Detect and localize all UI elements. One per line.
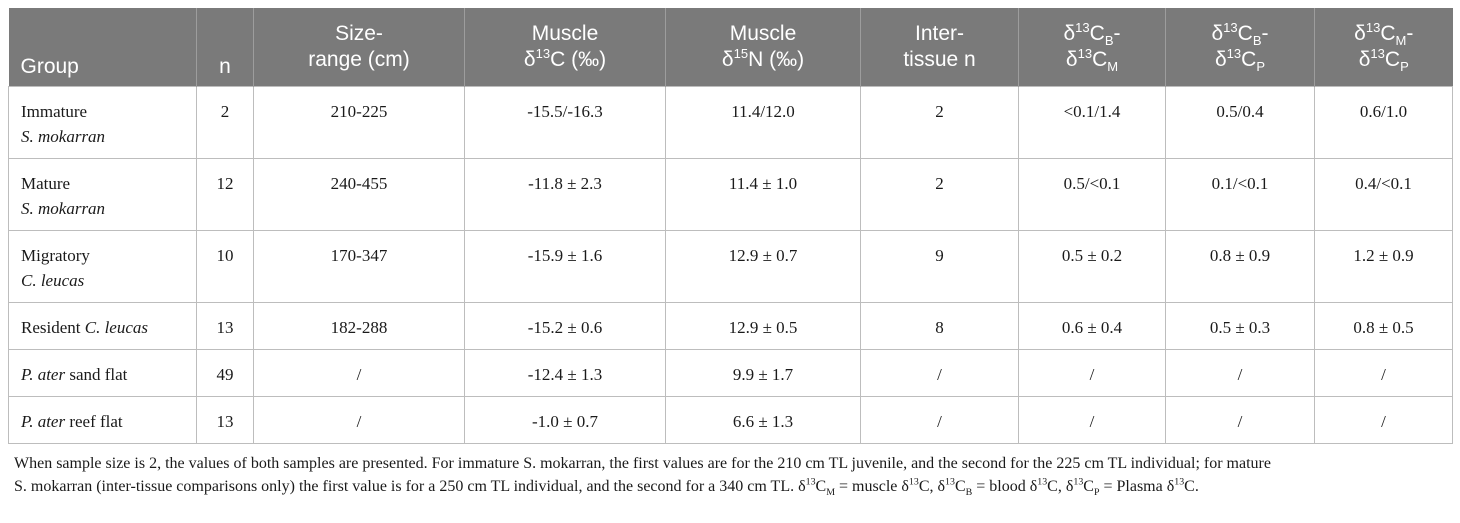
- header-muscle-n15: Muscle δ15N (‰): [665, 8, 861, 87]
- cell-inter-n: 2: [860, 158, 1019, 231]
- table-row: P. ater sand flat 49 / -12.4 ± 1.3 9.9 ±…: [8, 349, 1453, 397]
- cell-b-p: 0.5 ± 0.3: [1165, 302, 1315, 350]
- cell-group: P. ater sand flat: [8, 349, 197, 397]
- cell-group: Mature S. mokarran: [8, 158, 197, 231]
- table-row: Mature S. mokarran 12 240-455 -11.8 ± 2.3…: [8, 158, 1453, 231]
- cell-size: 240-455: [253, 158, 465, 231]
- cell-size: /: [253, 349, 465, 397]
- header-n: n: [196, 8, 254, 87]
- cell-c13: -15.9 ± 1.6: [464, 230, 666, 303]
- cell-b-p: 0.5/0.4: [1165, 86, 1315, 159]
- header-b-minus-p: δ13CB-δ13CP: [1165, 8, 1315, 87]
- cell-b-m: 0.5 ± 0.2: [1018, 230, 1166, 303]
- cell-inter-n: 2: [860, 86, 1019, 159]
- cell-m-p: 0.4/<0.1: [1314, 158, 1453, 231]
- cell-b-p: /: [1165, 396, 1315, 444]
- table-container: Group n Size-range (cm) Muscle δ13C (‰) M…: [8, 8, 1453, 499]
- cell-m-p: 1.2 ± 0.9: [1314, 230, 1453, 303]
- table-row: Migratory C. leucas 10 170-347 -15.9 ± 1.…: [8, 230, 1453, 303]
- cell-size: /: [253, 396, 465, 444]
- header-row: Group n Size-range (cm) Muscle δ13C (‰) M…: [8, 8, 1453, 87]
- cell-n: 49: [196, 349, 254, 397]
- cell-n: 13: [196, 396, 254, 444]
- table-row: P. ater reef flat 13 / -1.0 ± 0.7 6.6 ± …: [8, 396, 1453, 444]
- cell-m-p: 0.6/1.0: [1314, 86, 1453, 159]
- cell-inter-n: /: [860, 349, 1019, 397]
- cell-n15: 11.4 ± 1.0: [665, 158, 861, 231]
- cell-inter-n: 9: [860, 230, 1019, 303]
- header-inter-tissue-n: Inter-tissue n: [860, 8, 1019, 87]
- cell-size: 182-288: [253, 302, 465, 350]
- cell-group: Immature S. mokarran: [8, 86, 197, 159]
- cell-b-p: /: [1165, 349, 1315, 397]
- cell-c13: -11.8 ± 2.3: [464, 158, 666, 231]
- cell-b-m: <0.1/1.4: [1018, 86, 1166, 159]
- cell-group: P. ater reef flat: [8, 396, 197, 444]
- cell-c13: -15.5/-16.3: [464, 86, 666, 159]
- cell-m-p: /: [1314, 349, 1453, 397]
- cell-n15: 6.6 ± 1.3: [665, 396, 861, 444]
- cell-m-p: 0.8 ± 0.5: [1314, 302, 1453, 350]
- cell-b-m: /: [1018, 349, 1166, 397]
- header-group: Group: [8, 8, 197, 87]
- cell-n: 12: [196, 158, 254, 231]
- cell-b-p: 0.1/<0.1: [1165, 158, 1315, 231]
- header-m-minus-p: δ13CM-δ13CP: [1314, 8, 1453, 87]
- header-muscle-c13: Muscle δ13C (‰): [464, 8, 666, 87]
- table-row: Resident C. leucas 13 182-288 -15.2 ± 0.…: [8, 302, 1453, 350]
- cell-inter-n: /: [860, 396, 1019, 444]
- isotope-table: Group n Size-range (cm) Muscle δ13C (‰) M…: [8, 8, 1453, 444]
- cell-b-m: 0.5/<0.1: [1018, 158, 1166, 231]
- cell-n15: 12.9 ± 0.7: [665, 230, 861, 303]
- cell-b-m: /: [1018, 396, 1166, 444]
- cell-c13: -12.4 ± 1.3: [464, 349, 666, 397]
- cell-group: Migratory C. leucas: [8, 230, 197, 303]
- cell-c13: -15.2 ± 0.6: [464, 302, 666, 350]
- cell-n: 2: [196, 86, 254, 159]
- header-size-range: Size-range (cm): [253, 8, 465, 87]
- cell-size: 170-347: [253, 230, 465, 303]
- cell-group: Resident C. leucas: [8, 302, 197, 350]
- header-b-minus-m: δ13CB-δ13CM: [1018, 8, 1166, 87]
- cell-b-m: 0.6 ± 0.4: [1018, 302, 1166, 350]
- cell-size: 210-225: [253, 86, 465, 159]
- cell-n15: 9.9 ± 1.7: [665, 349, 861, 397]
- cell-c13: -1.0 ± 0.7: [464, 396, 666, 444]
- table-footnote: When sample size is 2, the values of bot…: [14, 455, 1271, 499]
- cell-n: 13: [196, 302, 254, 350]
- cell-b-p: 0.8 ± 0.9: [1165, 230, 1315, 303]
- cell-n15: 11.4/12.0: [665, 86, 861, 159]
- cell-inter-n: 8: [860, 302, 1019, 350]
- cell-m-p: /: [1314, 396, 1453, 444]
- cell-n15: 12.9 ± 0.5: [665, 302, 861, 350]
- table-row: Immature S. mokarran 2 210-225 -15.5/-16.…: [8, 86, 1453, 159]
- cell-n: 10: [196, 230, 254, 303]
